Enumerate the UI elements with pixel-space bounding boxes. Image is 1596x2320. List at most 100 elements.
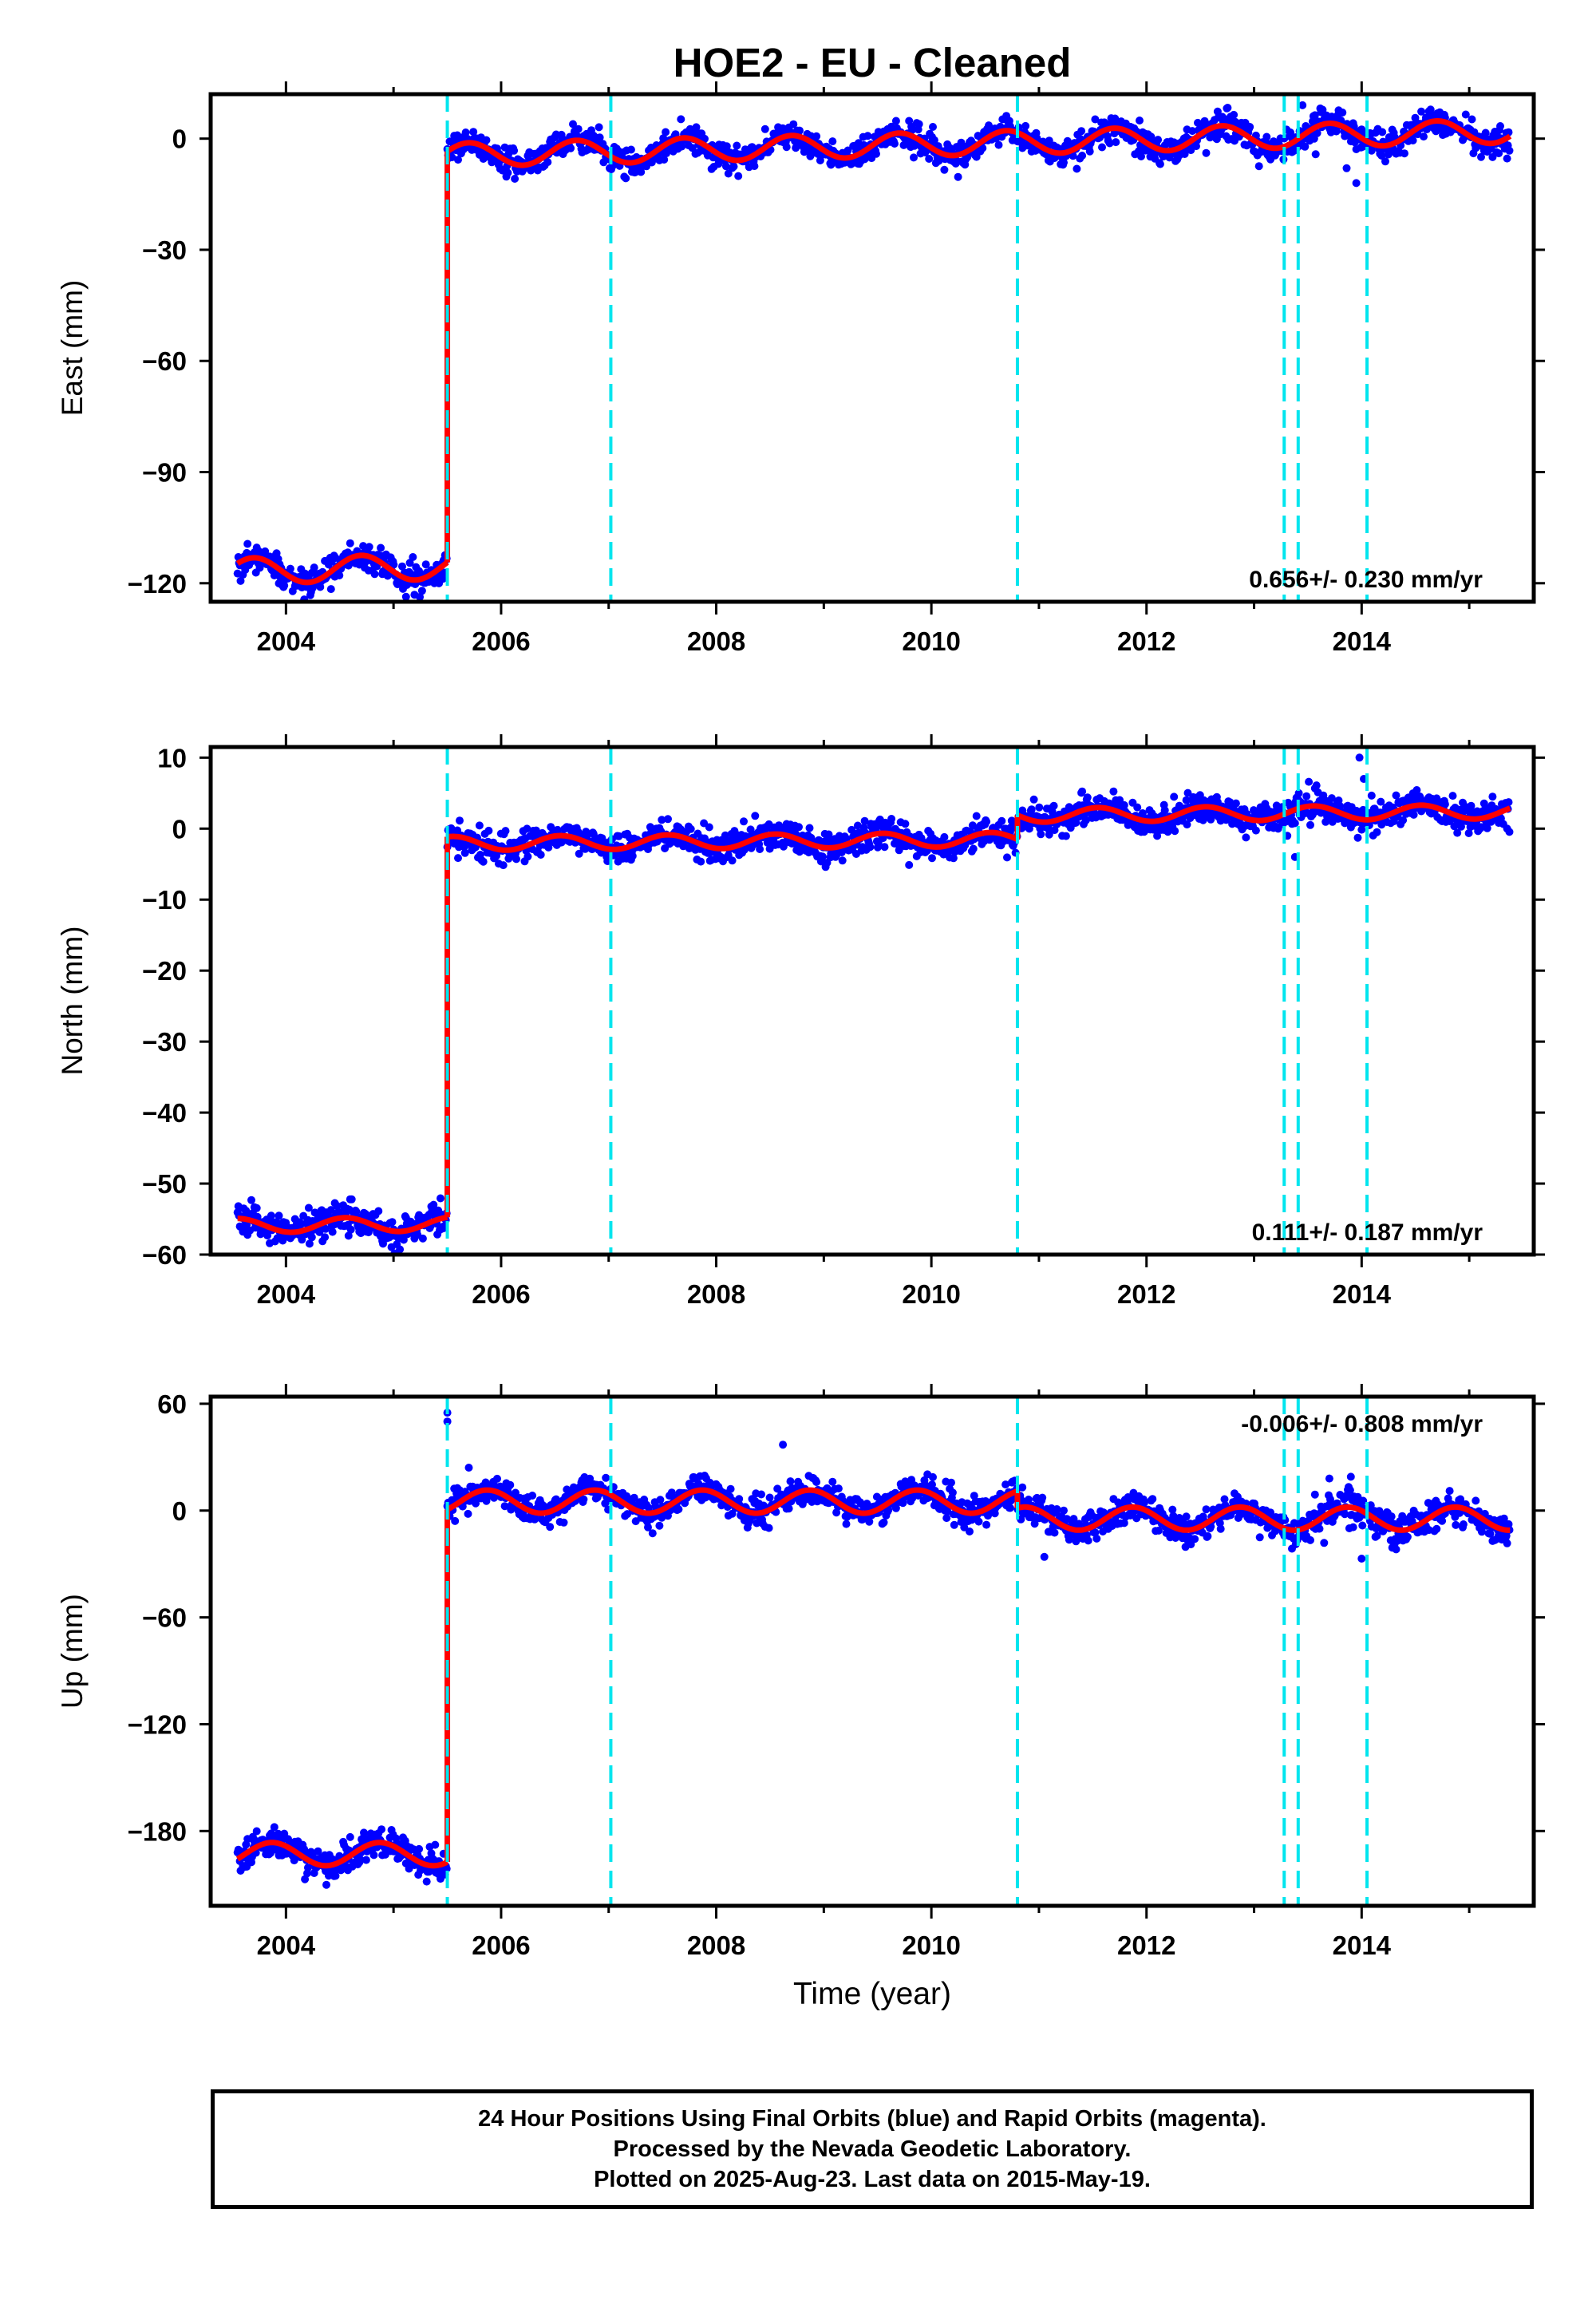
- data-point: [872, 150, 880, 158]
- data-point: [1154, 136, 1162, 144]
- data-point: [402, 593, 410, 601]
- data-point: [1349, 1524, 1357, 1532]
- data-point: [1109, 788, 1117, 796]
- data-point: [1140, 1499, 1148, 1507]
- data-point: [1038, 1494, 1046, 1502]
- data-point: [730, 163, 738, 171]
- data-point: [1506, 147, 1514, 155]
- data-point: [1203, 149, 1211, 157]
- north-ylabel: North (mm): [56, 926, 89, 1075]
- data-point: [409, 553, 417, 561]
- data-point: [1148, 1495, 1156, 1503]
- data-point: [346, 1833, 354, 1841]
- data-point: [1305, 778, 1313, 786]
- data-point: [502, 827, 510, 835]
- data-point: [677, 115, 685, 123]
- data-point: [1354, 834, 1362, 842]
- y-tick-label: −30: [142, 1027, 187, 1057]
- x-tick-label: 2010: [902, 1279, 960, 1309]
- y-tick-label: −60: [142, 346, 187, 376]
- data-point: [423, 1878, 431, 1886]
- data-point: [461, 849, 469, 857]
- data-point: [1373, 828, 1381, 836]
- x-tick-label: 2014: [1333, 626, 1392, 656]
- data-point: [887, 815, 895, 823]
- data-point: [1223, 104, 1231, 112]
- data-point: [389, 1218, 397, 1226]
- data-point: [1021, 122, 1029, 130]
- data-point: [729, 856, 737, 864]
- data-point: [1060, 1507, 1068, 1515]
- data-point: [629, 852, 637, 860]
- data-point: [1358, 1522, 1366, 1530]
- data-point: [362, 1856, 370, 1864]
- data-point: [1156, 160, 1164, 168]
- data-point: [1062, 832, 1070, 840]
- data-point: [1252, 827, 1260, 835]
- data-point: [929, 1473, 937, 1481]
- data-point: [377, 544, 385, 552]
- data-point: [464, 1510, 472, 1518]
- data-point: [1203, 1532, 1211, 1540]
- east-breaks: [448, 94, 1368, 602]
- data-point: [812, 132, 820, 140]
- data-point: [510, 147, 518, 155]
- data-point: [664, 815, 672, 823]
- y-tick-label: −60: [142, 1240, 187, 1270]
- data-point: [1449, 792, 1457, 800]
- y-tick-label: −120: [128, 569, 187, 599]
- data-point: [940, 833, 948, 841]
- data-point: [1468, 116, 1476, 124]
- data-point: [863, 132, 871, 140]
- data-point: [828, 1478, 836, 1486]
- data-point: [476, 821, 484, 829]
- north-rate-label: 0.111+/- 0.187 mm/yr: [1252, 1219, 1483, 1246]
- data-point: [1098, 144, 1106, 152]
- y-tick-label: −90: [142, 458, 187, 488]
- data-point: [761, 125, 769, 133]
- data-point: [901, 820, 909, 828]
- data-point: [734, 172, 742, 180]
- data-point: [1262, 133, 1270, 141]
- data-point: [1388, 1512, 1396, 1520]
- data-point: [431, 1841, 439, 1849]
- data-point: [365, 543, 373, 551]
- data-point: [1084, 1536, 1092, 1544]
- data-point: [1242, 833, 1250, 841]
- data-point: [756, 845, 764, 853]
- data-point: [511, 175, 519, 183]
- east-frame: [211, 94, 1534, 602]
- data-point: [348, 1196, 356, 1203]
- data-point: [370, 1851, 378, 1859]
- data-point: [727, 1485, 735, 1493]
- data-point: [1506, 828, 1514, 836]
- data-point: [1136, 117, 1144, 124]
- data-point: [733, 142, 741, 150]
- data-point: [1133, 804, 1141, 812]
- data-point: [286, 565, 294, 573]
- data-point: [812, 1478, 820, 1486]
- data-point: [504, 169, 512, 177]
- data-point: [662, 128, 670, 136]
- data-point: [940, 166, 948, 174]
- data-point: [697, 858, 705, 866]
- data-point: [785, 1504, 793, 1512]
- data-point: [1203, 1505, 1211, 1513]
- data-point: [1505, 798, 1513, 806]
- data-point: [480, 858, 488, 866]
- data-point: [1338, 109, 1346, 117]
- y-tick-label: −50: [142, 1169, 187, 1199]
- data-point: [377, 1825, 385, 1833]
- data-point: [891, 140, 899, 148]
- data-point: [374, 1207, 382, 1215]
- data-point: [982, 818, 990, 826]
- data-point: [1302, 792, 1310, 800]
- data-point: [1003, 853, 1011, 861]
- data-point: [843, 1520, 851, 1528]
- data-point: [954, 173, 962, 181]
- data-point: [602, 1474, 610, 1482]
